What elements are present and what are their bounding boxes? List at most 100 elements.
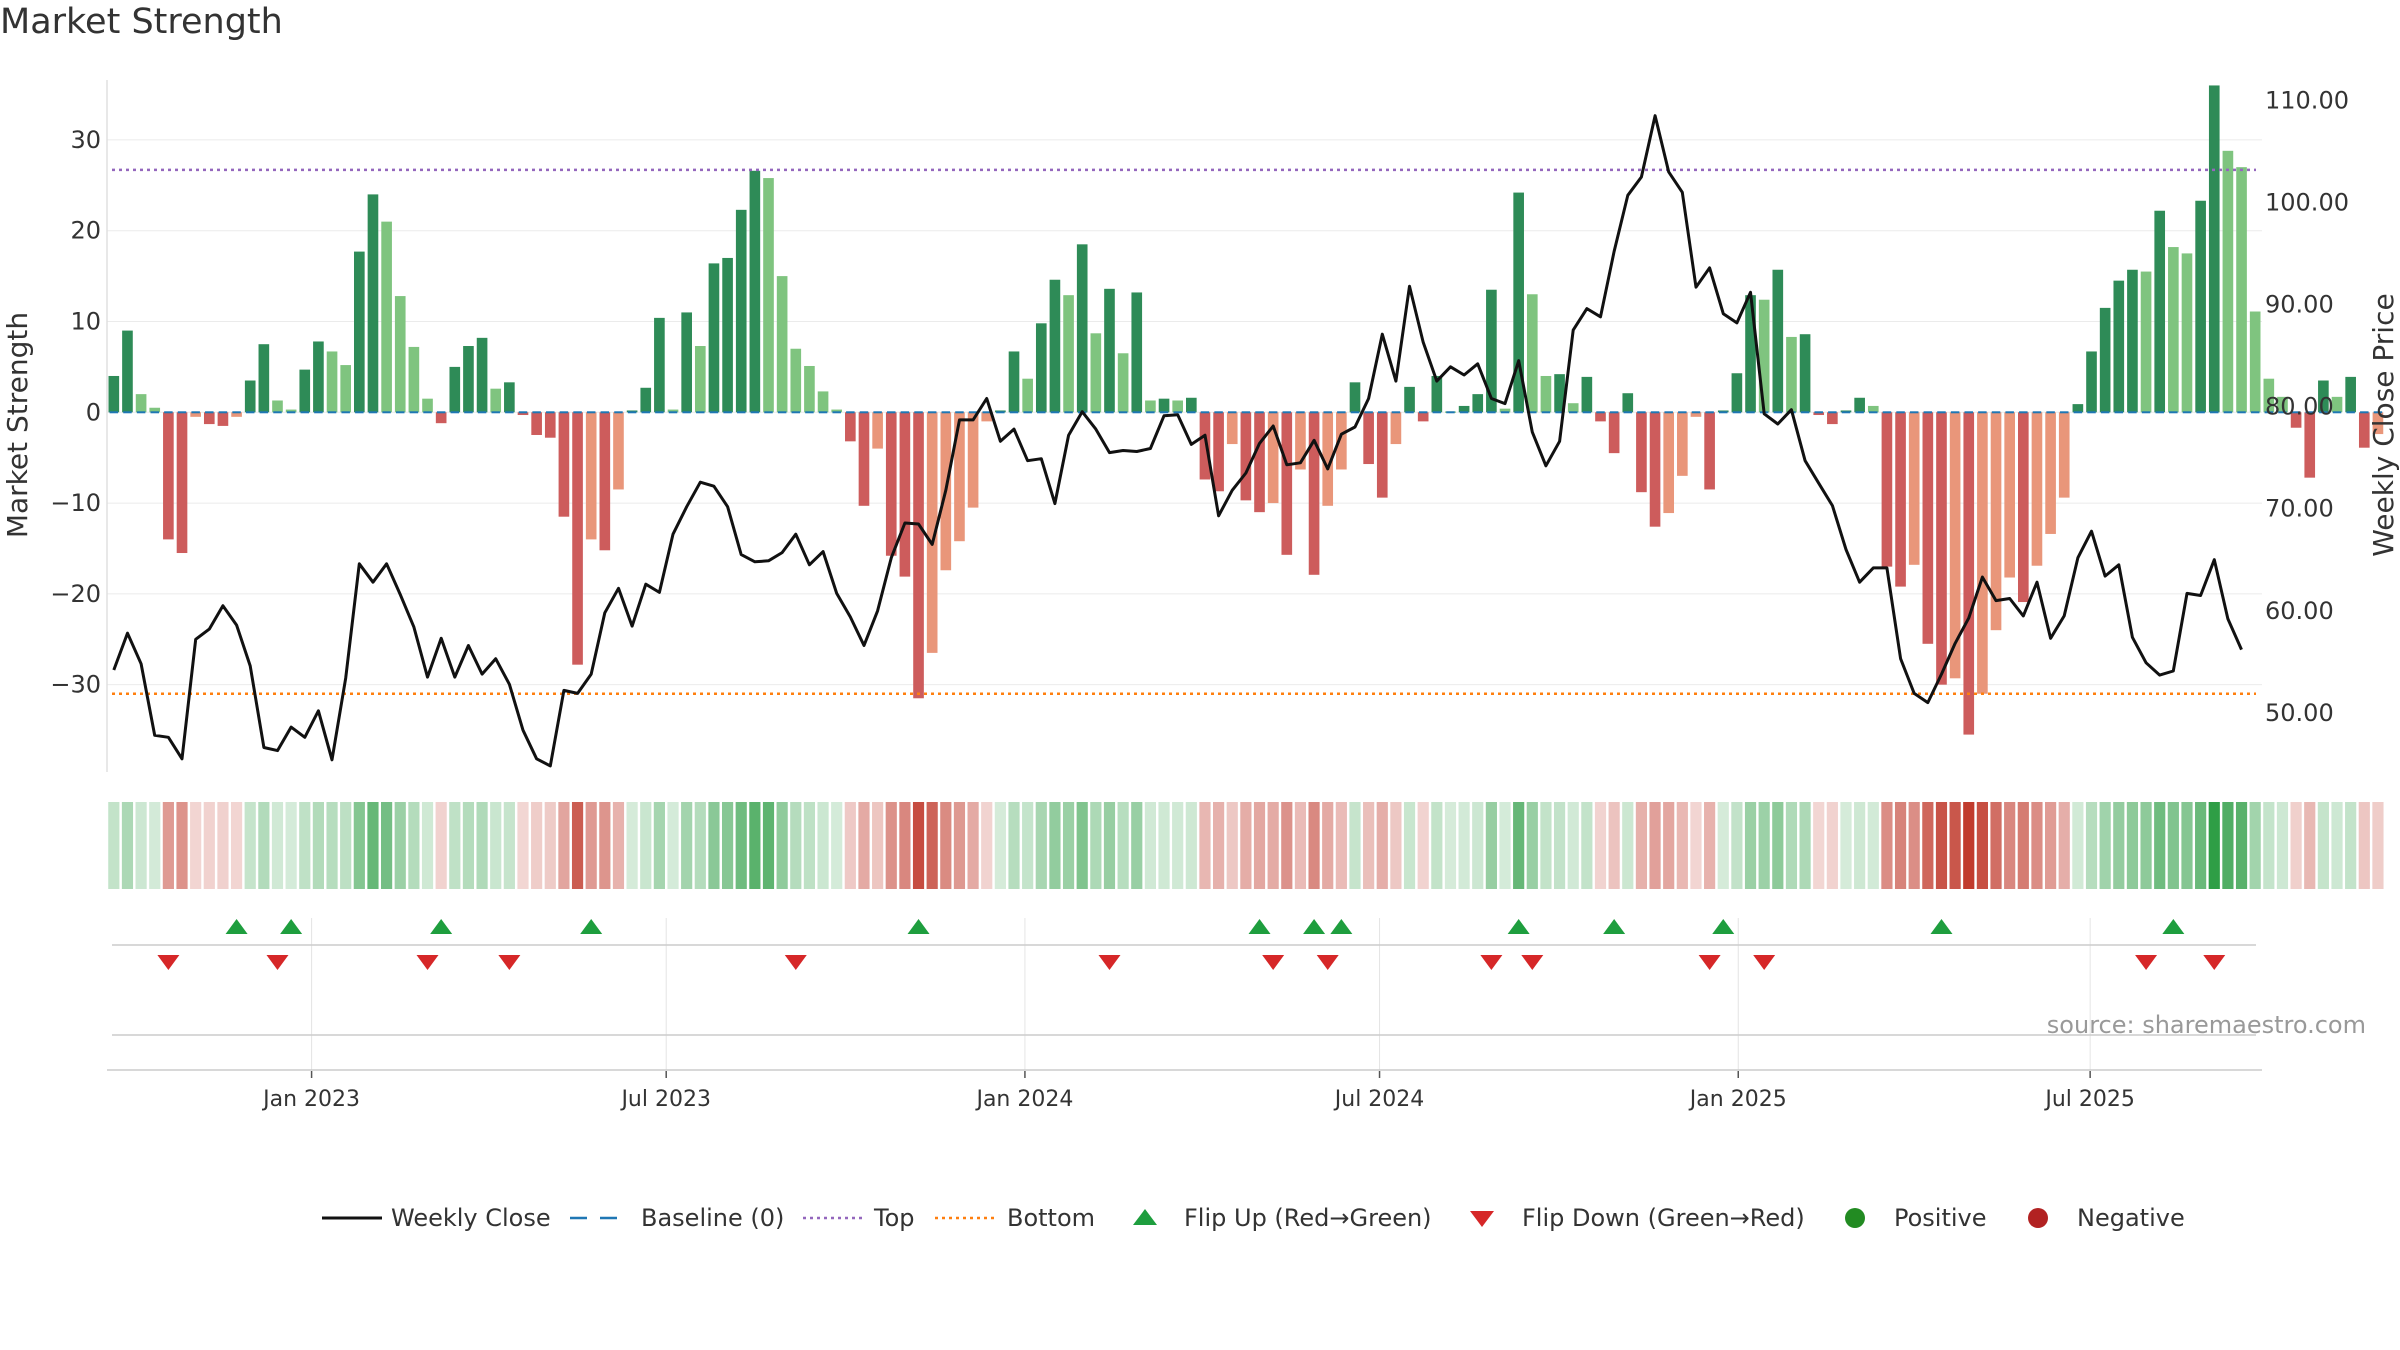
strength-bar: [1622, 393, 1634, 413]
flip-down-marker: [1698, 955, 1721, 970]
legend-swatch-flip_up: [1133, 1209, 1157, 1225]
strength-bar: [517, 412, 529, 416]
strength-bar: [1499, 408, 1511, 413]
heatmap-cell: [981, 802, 993, 889]
legend-label-bottom: Bottom: [1007, 1204, 1095, 1232]
flip-down-marker: [1098, 955, 1121, 970]
heatmap-cell: [1690, 802, 1702, 889]
flip-up-marker: [2162, 919, 2185, 934]
heatmap-cell: [994, 802, 1006, 889]
heatmap-cell: [299, 802, 311, 889]
strength-bar: [2277, 396, 2288, 413]
strength-bar: [967, 412, 979, 508]
heatmap-cell: [1881, 802, 1893, 889]
heatmap-cell: [1213, 802, 1225, 889]
heatmap-cell: [1090, 802, 1102, 889]
strength-bar: [1172, 400, 1183, 413]
strength-bar: [1977, 412, 1988, 694]
heatmap-cell: [2345, 802, 2357, 889]
heatmap-cell: [2372, 802, 2384, 889]
heatmap-cell: [2044, 802, 2057, 889]
heatmap-cell: [326, 802, 338, 889]
strength-bar: [1404, 386, 1415, 413]
heatmap-cell: [190, 802, 202, 889]
heatmap-cell: [1472, 802, 1484, 889]
y-right-tick-label: 60.00: [2265, 597, 2334, 625]
strength-bar: [1731, 373, 1743, 413]
strength-bar: [490, 388, 502, 413]
heatmap-cell: [340, 802, 352, 889]
flip-down-marker: [1521, 955, 1544, 970]
strength-bar: [1076, 244, 1088, 413]
strength-bar: [2208, 85, 2220, 413]
heatmap-cell: [1663, 802, 1675, 889]
heatmap-cell: [899, 802, 911, 889]
flip-up-marker: [580, 919, 603, 934]
legend-label-flip_down: Flip Down (Green→Red): [1522, 1204, 1805, 1232]
heatmap-cell: [1062, 802, 1075, 889]
flip-down-marker: [157, 955, 180, 970]
strength-bar: [654, 317, 665, 413]
heatmap-cell: [1253, 802, 1266, 889]
strength-bar: [667, 409, 679, 413]
strength-bar: [2222, 150, 2234, 413]
strength-bar: [190, 412, 201, 417]
legend-label-negative: Negative: [2077, 1204, 2185, 1232]
strength-bar: [2154, 210, 2166, 413]
strength-bar: [1472, 394, 1484, 413]
strength-bar: [1458, 405, 1470, 413]
strength-bar: [435, 412, 447, 424]
heatmap-cell: [2290, 802, 2302, 889]
heatmap-cell: [1731, 802, 1743, 889]
strength-bar: [313, 341, 324, 413]
x-tick-label: Jul 2023: [619, 1087, 711, 1112]
heatmap-cell: [1144, 802, 1156, 889]
y-left-tick-label: 10: [70, 308, 101, 336]
y-left-axis-title: Market Strength: [1, 312, 34, 538]
strength-heatmap: [108, 802, 2384, 889]
y-right-axis-title: Weekly Close Price: [2367, 293, 2400, 556]
strength-bar: [804, 365, 815, 413]
strength-bar: [694, 346, 706, 413]
strength-bar: [2031, 412, 2043, 566]
flip-up-marker: [280, 919, 303, 934]
strength-bar: [1895, 412, 1906, 587]
heatmap-cell: [776, 802, 788, 889]
strength-bar: [640, 387, 652, 413]
y-right-tick-label: 100.00: [2265, 188, 2349, 216]
heatmap-cell: [1758, 802, 1770, 889]
source-label: source: sharemaestro.com: [2047, 1011, 2366, 1039]
heatmap-cell: [2113, 802, 2125, 889]
strength-bar: [2181, 253, 2193, 413]
heatmap-cell: [2195, 802, 2207, 889]
heatmap-cell: [803, 802, 816, 889]
flip-down-marker: [784, 955, 807, 970]
strength-bar: [735, 209, 747, 413]
heatmap-cell: [2167, 802, 2179, 889]
heatmap-cell: [1226, 802, 1238, 889]
strength-bar: [572, 412, 583, 665]
heatmap-cell: [2140, 802, 2152, 889]
y-right-tick-label: 50.00: [2265, 699, 2334, 727]
heatmap-cell: [1376, 802, 1388, 889]
heatmap-cell: [381, 802, 393, 889]
strength-bar: [763, 178, 774, 413]
heatmap-cell: [1458, 802, 1470, 889]
heatmap-cell: [490, 802, 502, 889]
flip-up-marker: [225, 919, 248, 934]
flip-up-marker: [1303, 919, 1326, 934]
strength-bar: [1254, 412, 1265, 513]
strength-bar: [367, 194, 379, 413]
heatmap-cell: [1199, 802, 1211, 889]
strength-bar: [354, 251, 365, 413]
strength-bar: [272, 400, 283, 413]
y-left-tick-label: −10: [50, 489, 101, 517]
legend-swatch-negative: [2028, 1208, 2048, 1228]
strength-bar: [504, 382, 515, 413]
heatmap-cell: [831, 802, 843, 889]
strength-bar: [1922, 412, 1934, 644]
strength-bar: [1131, 292, 1143, 413]
heatmap-cell: [2181, 802, 2193, 889]
y-left-tick-label: 30: [70, 126, 101, 154]
